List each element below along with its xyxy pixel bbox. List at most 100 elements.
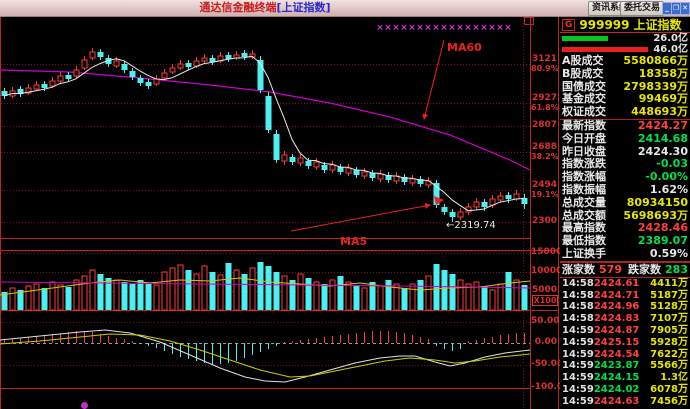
tick-time: 14:59 [562,395,594,407]
candle-up [49,80,56,87]
tick-price: 2424.83 [593,313,640,325]
volume-bar-up [377,285,384,311]
candle-up [329,164,336,171]
quote-value: 18358万 [638,66,688,80]
quote-row: 最低指数 2389.07 [560,234,690,248]
quote-row: 基金成交 99469万 [560,93,690,106]
volume-bar-up [313,281,320,311]
suspension-mark: × [416,23,424,33]
partial-bottom-glyph [81,402,88,409]
tick-list[interactable]: 14:58 2424.61 4411万 14:58 2424.71 5187万 14:58 2… [560,278,690,408]
close-button[interactable]: ✕ [680,2,690,15]
quote-panel: G 999999 上证指数 26.0亿 46.0亿 A股成交 5580866万 B股成… [560,17,690,409]
volume-bar-down [65,287,72,310]
tick-row[interactable]: 14:59 2424.54 7622万 [560,349,690,361]
tick-time: 14:59 [562,336,594,348]
titlebar: 通达信金融终端[上证指数] 资讯系统 委托交易 _ ❐ ✕ [0,0,690,17]
volume-bar-up [153,284,160,311]
quote-value: 5580866万 [623,54,688,67]
ma60-line [0,69,531,171]
volume-bar-up [201,265,208,311]
suspension-mark: × [488,23,496,33]
candle-up [113,60,120,67]
tick-row[interactable]: 14:59 2425.15 5928万 [560,337,690,349]
candle-up [89,51,96,59]
candle-down [273,134,280,160]
quote-row: 指数振幅 1.62% [560,182,690,197]
quote-row: A股成交 5580866万 [560,54,690,68]
candle-up [497,195,504,201]
tick-row[interactable]: 14:58 2424.83 7107万 [560,313,690,325]
quote-label: 指数振幅 [562,182,606,196]
symbol-header[interactable]: G 999999 上证指数 [560,17,690,33]
volume-bar-down [97,274,104,310]
suspension-mark: × [408,23,416,33]
tick-row[interactable]: 14:59 2424.02 6078万 [560,384,690,396]
tick-row[interactable]: 14:59 2424.87 7905万 [560,325,690,337]
decliners-label: 跌家数 [628,262,661,276]
quote-value: 2389.07 [637,234,688,248]
quote-value: 80934150 [626,195,688,209]
candle-up [457,211,464,218]
window-title: 通达信金融终端[上证指数] [0,1,530,15]
tick-row[interactable]: 14:59 2424.15 1.3亿 [560,372,690,384]
tick-row[interactable]: 14:58 2424.61 4411万 [560,278,690,290]
candle-down [449,212,456,217]
tick-row[interactable]: 14:59 2423.87 5566万 [560,360,690,372]
tick-price: 2424.71 [593,289,640,301]
volume-bar-down [225,263,232,310]
volume-bar-up [49,281,56,311]
volume-bar-down [321,284,328,310]
quote-label: A股成交 [562,54,604,67]
quote-value: 2424.27 [637,118,688,132]
candle-down [441,207,448,212]
volume-bar-down [1,292,8,310]
candle-down [433,183,440,205]
volume-bar-up [465,283,472,311]
volume-bar-down [257,262,264,310]
suspension-mark: × [472,23,480,33]
candle-up [409,178,416,184]
macd-axis-label: 50.00 [531,316,560,326]
candle-up [169,67,176,73]
ma5-annotation: MA5 [340,235,368,248]
tick-row[interactable]: 14:58 2424.96 5128万 [560,301,690,313]
volume-bar-down [305,278,312,310]
volume-bar-down [369,282,376,310]
tick-amount: 7622万 [650,348,688,360]
candle-up [377,173,384,180]
volume-bar-up [457,279,464,311]
tick-time: 14:58 [562,301,594,313]
candle-down [257,60,264,90]
volume-bar-up [409,283,416,311]
volume-bar-up [169,267,176,311]
tick-price: 2424.54 [593,348,640,360]
tick-amount: 7456万 [650,395,688,407]
volume-bar-down [137,280,144,310]
candle-up [57,75,64,82]
candle-up [473,201,480,208]
volume-bar-up [113,279,120,311]
tick-amount: 5928万 [650,336,688,348]
app-name: 通达信金融终端 [199,1,277,14]
tick-row[interactable]: 14:59 2424.63 7456万 [560,396,690,408]
volume-bar-up [513,279,520,311]
candle-up [25,87,32,94]
volume-bar-up [249,267,256,311]
candle-down [265,96,272,130]
tick-time: 14:58 [562,289,594,301]
suspension-mark: × [440,23,448,33]
quote-label: 指数涨跌 [562,157,606,171]
candle-up [313,161,320,168]
candle-down [417,179,424,184]
price-axis-label: 2494 [531,180,557,190]
order-trade-button[interactable]: 委托交易 [619,1,664,16]
volume-ratio-bar [562,47,648,52]
quote-row: 总成交量 80934150 [560,195,690,210]
candle-down [145,82,152,86]
candle-down [353,170,360,175]
tick-row[interactable]: 14:58 2424.71 5187万 [560,290,690,302]
quote-label: 上证换手 [562,246,606,260]
